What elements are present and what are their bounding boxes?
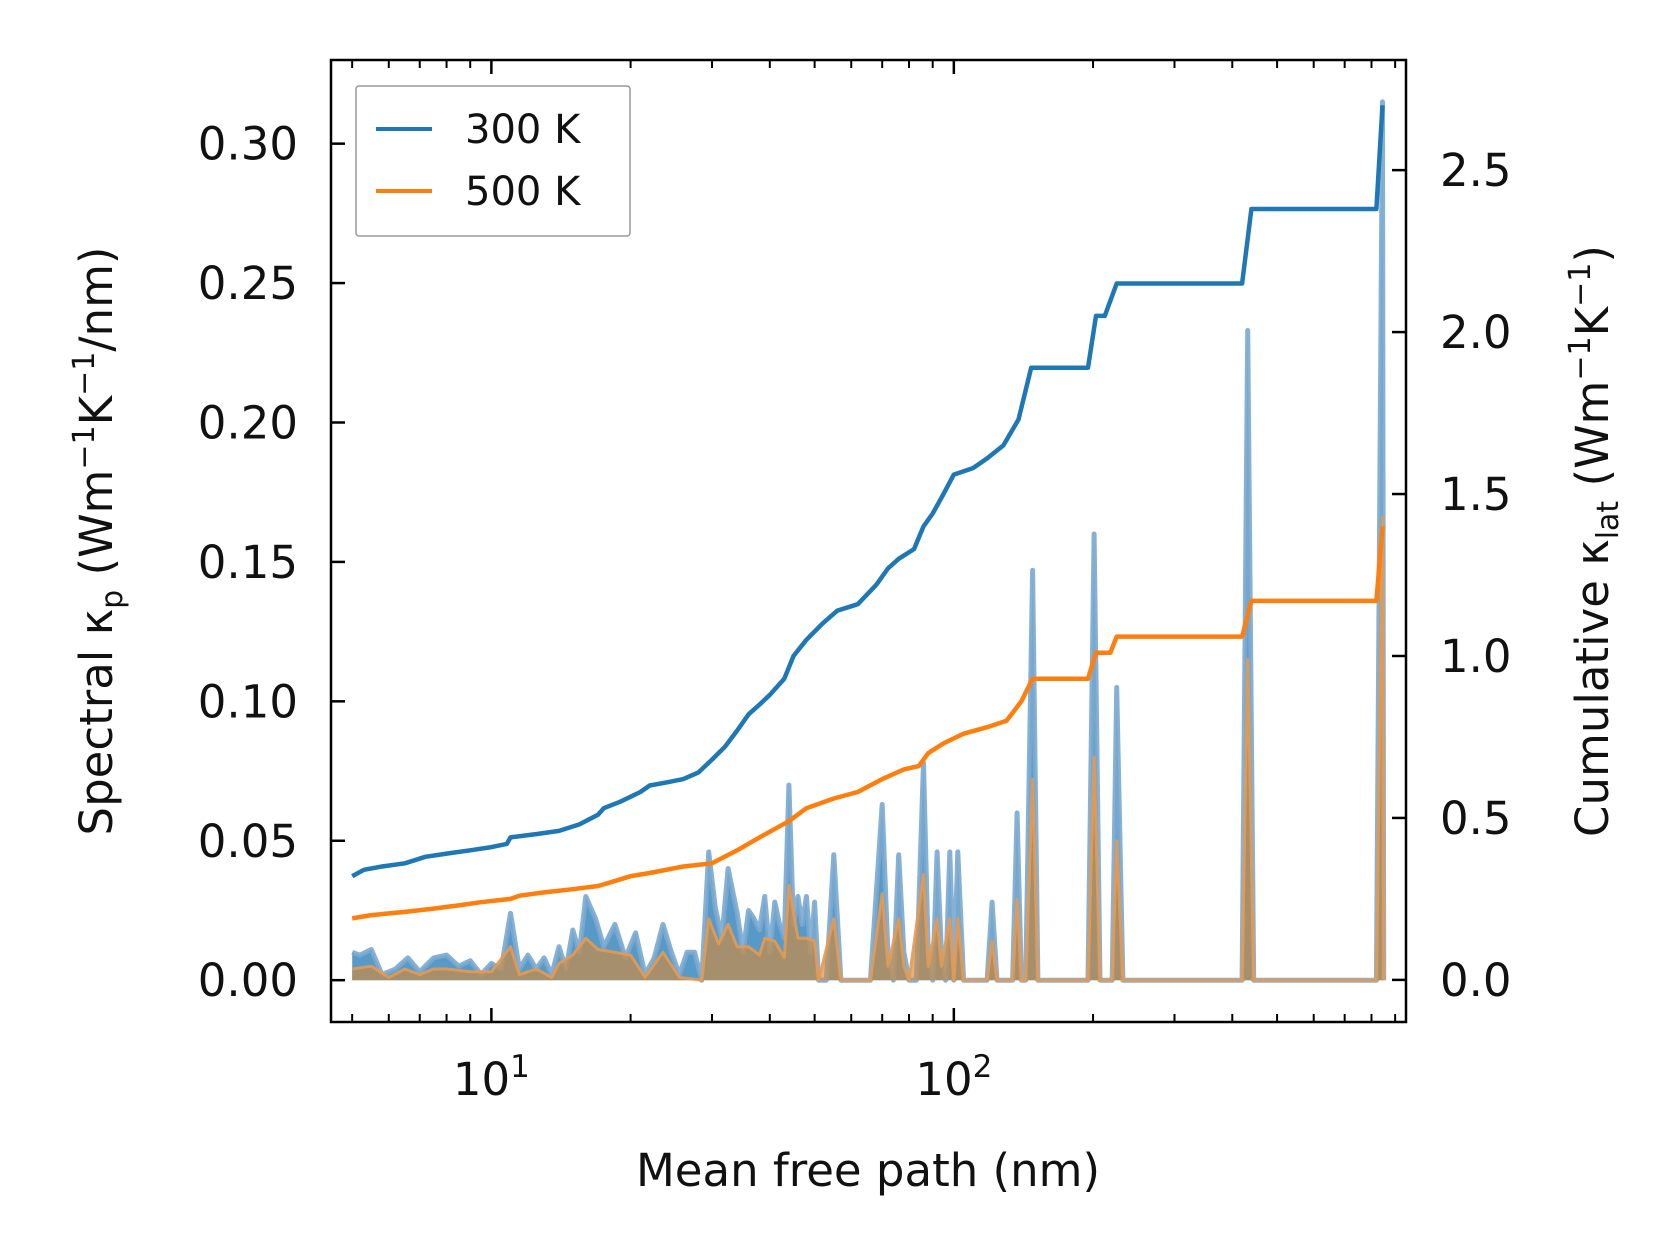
y-left-tick-label: 0.10	[198, 675, 298, 728]
y-right-tick-label: 1.0	[1440, 630, 1512, 683]
legend-label-300k: 300 K	[465, 107, 582, 153]
plot-frame	[329, 58, 1408, 1024]
y-axis-left-title: Spectral κp (Wm−1K−1/nm)	[67, 247, 130, 836]
spectral-line-500k	[351, 515, 1386, 982]
y-left-tick-label: 0.15	[198, 536, 298, 589]
y-left-tick-label: 0.25	[198, 257, 298, 310]
y-left-tick-label: 0.00	[198, 954, 298, 1007]
x-tick-label: 101	[453, 1049, 530, 1106]
y-right-tick-label: 2.0	[1440, 306, 1512, 359]
y-right-tick-label: 1.5	[1440, 468, 1512, 521]
spectral-layer	[351, 99, 1387, 983]
legend-box	[355, 85, 631, 237]
cumulative-line-300k	[351, 105, 1385, 879]
legend-label-500k: 500 K	[465, 169, 582, 215]
y-left-tick-label: 0.20	[198, 396, 298, 449]
y-right-tick-label: 2.5	[1440, 144, 1512, 197]
legend: 300 K 500 K	[355, 85, 631, 237]
cumulative-line-500k	[351, 526, 1385, 921]
x-tick-label: 102	[915, 1049, 992, 1106]
cumulative-layer	[351, 105, 1385, 921]
y-right-tick-label: 0.5	[1440, 792, 1512, 845]
axis-ticks	[331, 60, 1406, 1022]
x-axis-title: Mean free path (nm)	[636, 1144, 1100, 1197]
y-axis-right-title: Cumulative κlat (Wm−1K−1)	[1563, 245, 1626, 837]
y-left-tick-label: 0.05	[198, 815, 298, 868]
y-right-tick-label: 0.0	[1440, 954, 1512, 1007]
y-left-tick-label: 0.30	[198, 118, 298, 171]
